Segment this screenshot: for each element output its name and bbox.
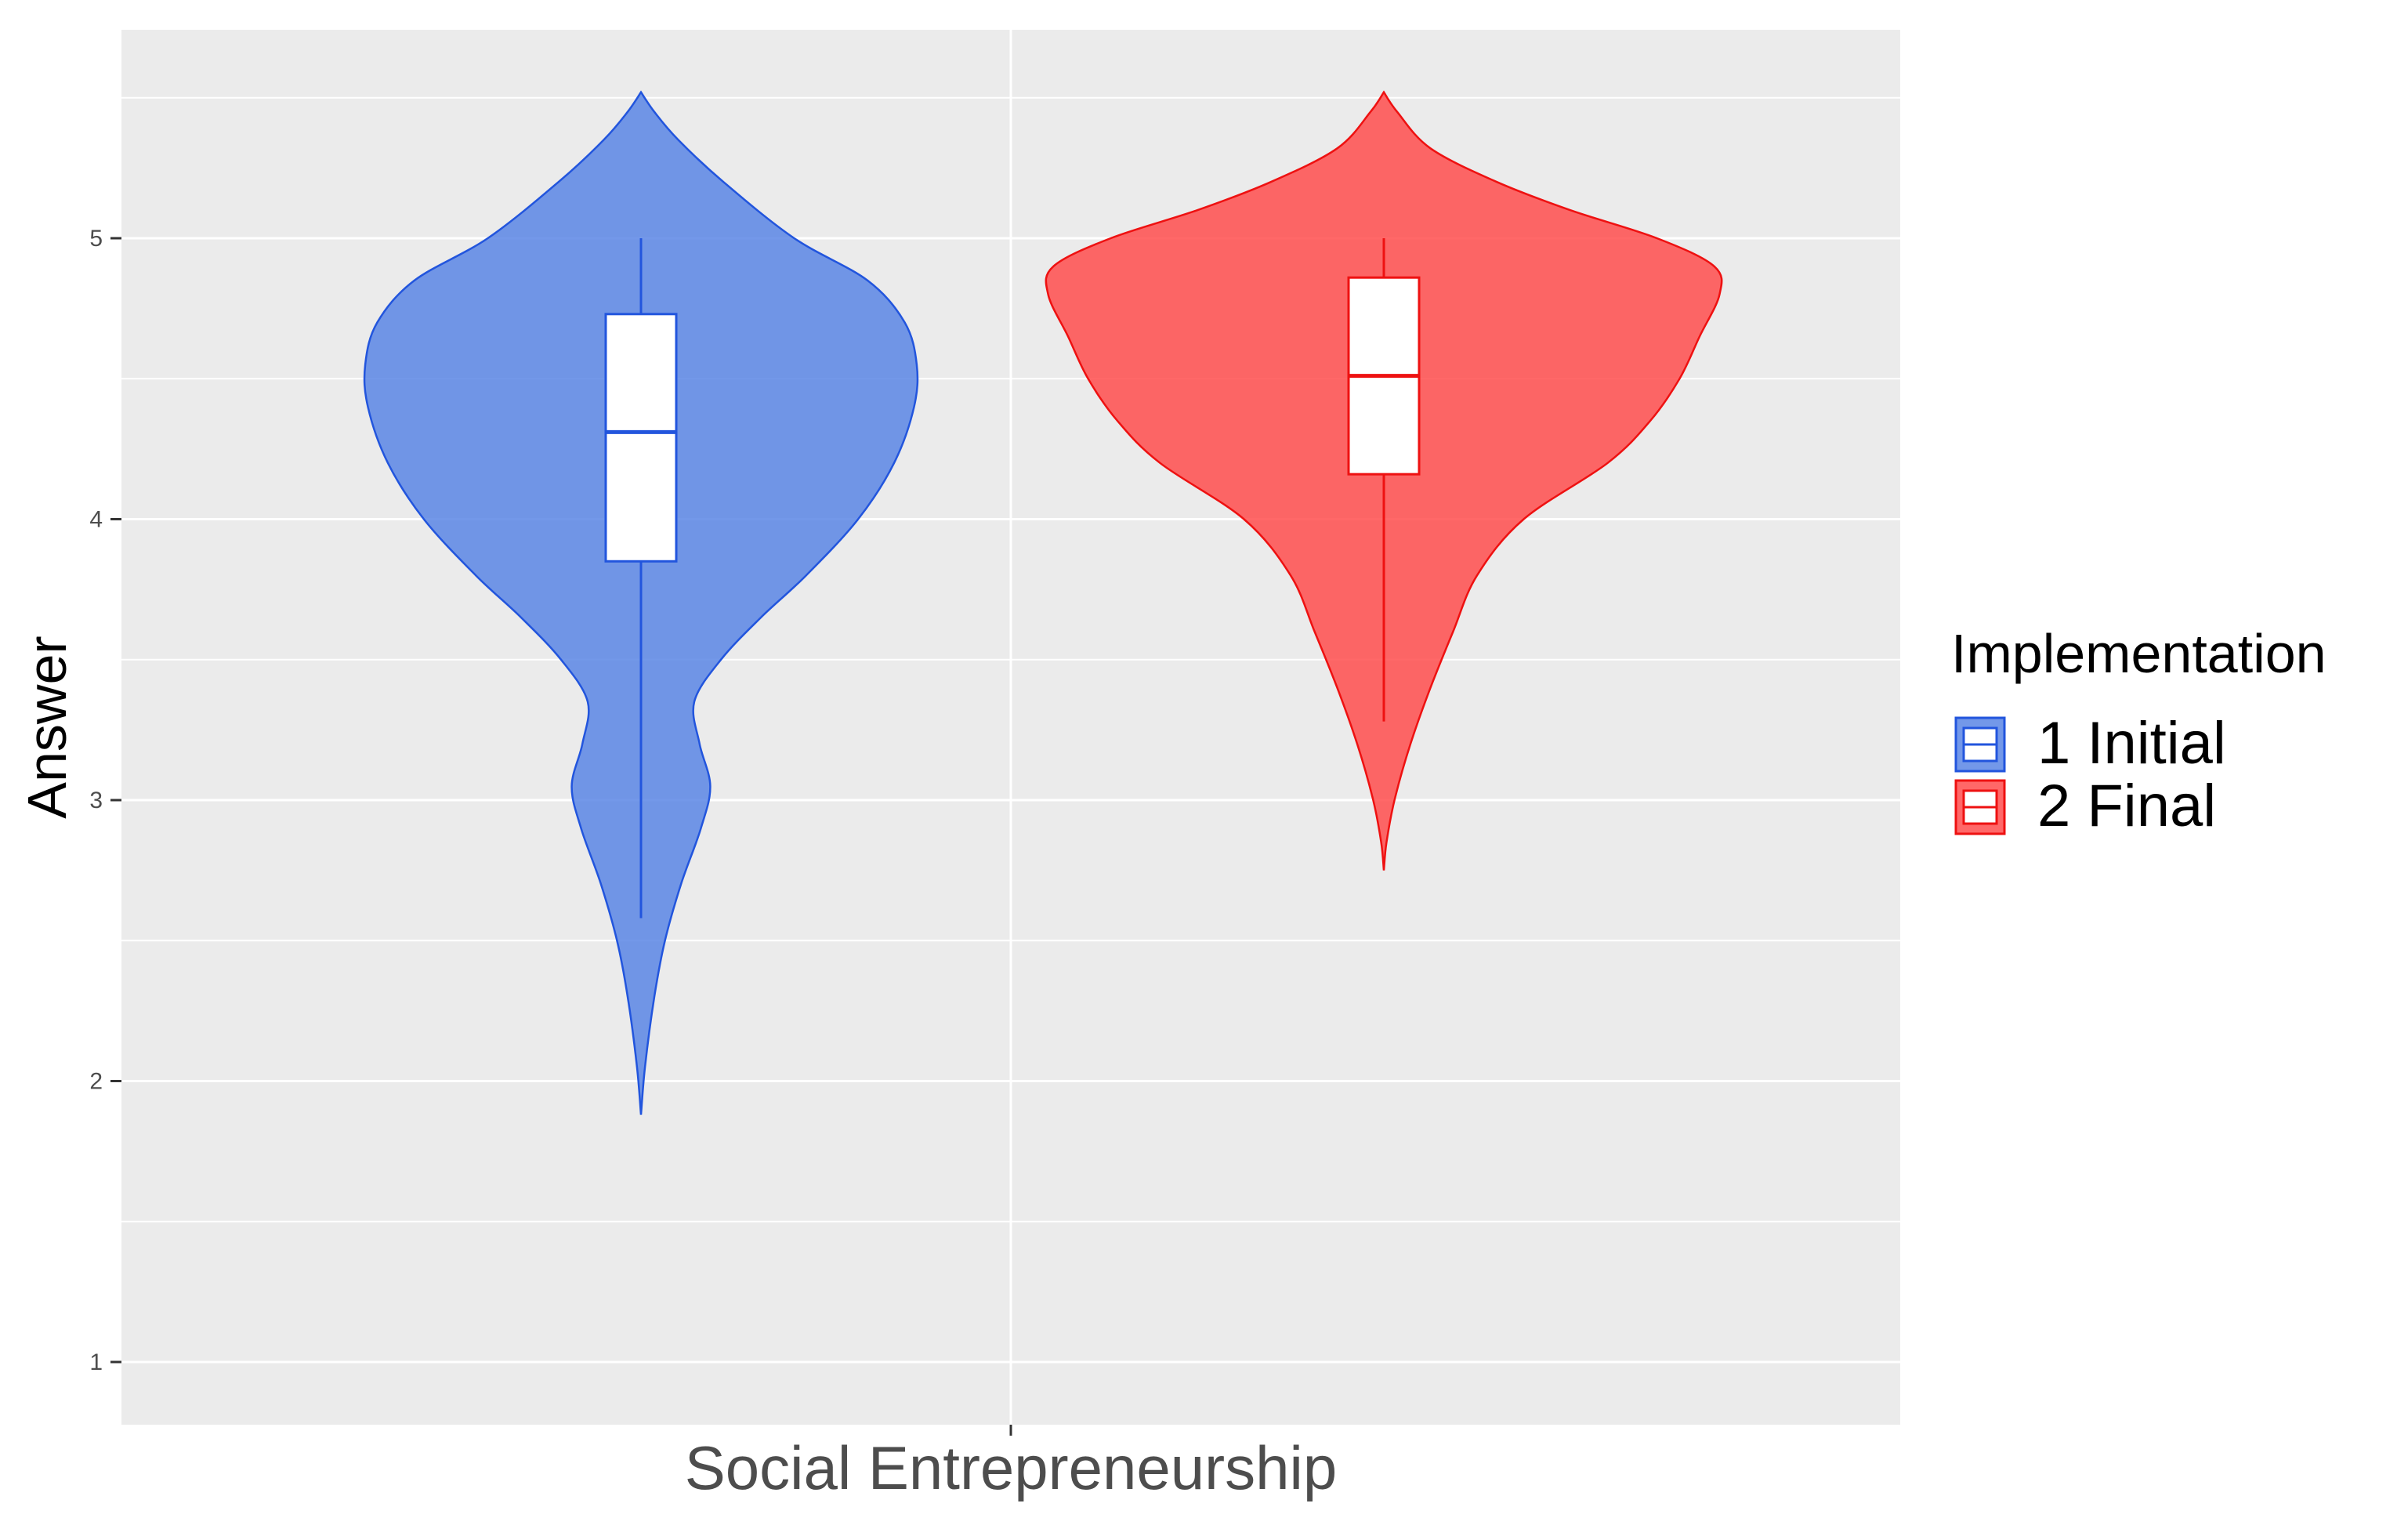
box [604, 313, 678, 563]
y-tick-label: 5 [89, 226, 103, 252]
legend-label-1: 1 Initial [2037, 710, 2226, 777]
legend-key-2 [1954, 779, 2006, 835]
y-axis: 1 2 3 4 5 [89, 226, 121, 1375]
legend-key-1 [1954, 716, 2006, 773]
x-axis: Social Entrepreneurship [685, 1425, 1337, 1502]
boxplots [604, 238, 1421, 918]
x-tick-label: Social Entrepreneurship [685, 1433, 1337, 1502]
legend-label-2: 2 Final [2037, 773, 2216, 839]
y-tick-label: 2 [89, 1069, 103, 1095]
y-tick-label: 3 [89, 788, 103, 813]
y-tick-label: 4 [89, 507, 103, 533]
y-tick-label: 1 [89, 1349, 103, 1375]
y-axis-title: Answer [16, 636, 78, 818]
legend-title: Implementation [1951, 623, 2327, 684]
